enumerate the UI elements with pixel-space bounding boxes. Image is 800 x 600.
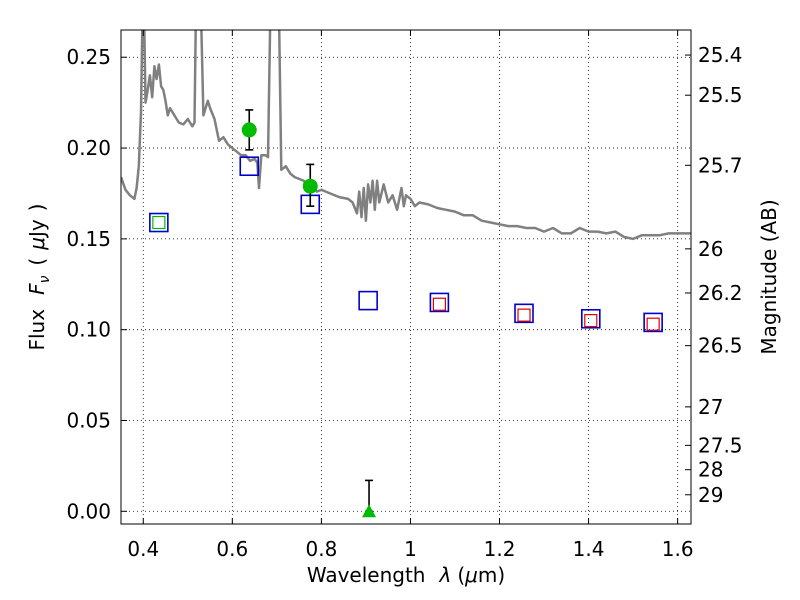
y-tick-label: 0.25 <box>66 45 111 69</box>
model-template-line <box>121 30 691 241</box>
y2-axis-label: Magnitude (AB) <box>757 199 781 354</box>
model-flux-square <box>643 312 663 333</box>
data-markers <box>149 109 663 518</box>
y2-tick-label: 29 <box>698 483 723 507</box>
observed-flux-square <box>584 313 598 328</box>
y-tick-label: 0.00 <box>66 499 111 523</box>
detection-point <box>241 122 257 138</box>
y2-tick-label: 25.4 <box>698 43 743 67</box>
observed-flux-square <box>517 308 531 322</box>
x-axis-label: Wavelength λ (μm) <box>307 563 505 587</box>
x-tick-label: 0.4 <box>127 537 159 561</box>
y-tick-label: 0.15 <box>66 227 111 251</box>
model-flux-square <box>514 303 534 324</box>
model-flux-square <box>581 308 601 329</box>
model-template-path <box>121 30 691 241</box>
x-tick-label: 1.2 <box>484 537 516 561</box>
model-flux-square <box>149 212 169 233</box>
x-tick-label: 0.8 <box>305 537 337 561</box>
y2-tick-label: 27 <box>698 395 723 419</box>
y2-tick-label: 26 <box>698 237 723 261</box>
y-tick-label: 0.10 <box>66 318 111 342</box>
observed-flux-square <box>432 297 446 311</box>
y-tick-label: 0.05 <box>66 408 111 432</box>
x-tick-label: 0.6 <box>216 537 248 561</box>
x-tick-labels: 0.4 0.6 0.8 1 1.2 1.4 1.6 <box>127 537 693 561</box>
x-tick-label: 1 <box>404 537 417 561</box>
y-tick-labels: 0.00 0.05 0.10 0.15 0.20 0.25 <box>66 45 111 523</box>
observed-flux-square <box>152 215 166 230</box>
y2-tick-label: 25.7 <box>698 153 743 177</box>
grid-lines <box>121 30 691 524</box>
x-tick-label: 1.6 <box>662 537 694 561</box>
model-flux-square <box>429 292 450 313</box>
y-tick-label: 0.20 <box>66 136 111 160</box>
axis-ticks <box>121 30 691 524</box>
y2-tick-label: 25.5 <box>698 83 743 107</box>
y2-tick-label: 27.5 <box>698 433 743 457</box>
plot-frame <box>120 29 692 525</box>
observed-flux-square <box>646 317 660 331</box>
y2-tick-label: 26.5 <box>698 334 743 358</box>
model-flux-square <box>358 290 378 311</box>
model-flux-square <box>239 156 260 177</box>
detection-point <box>302 178 318 194</box>
upper-limit-triangle <box>362 504 377 518</box>
y2-tick-label: 26.2 <box>698 281 743 305</box>
x-tick-label: 1.4 <box>573 537 605 561</box>
y2-tick-label: 28 <box>698 458 723 482</box>
y-axis-label: FluxFν(μJy) <box>25 203 53 350</box>
